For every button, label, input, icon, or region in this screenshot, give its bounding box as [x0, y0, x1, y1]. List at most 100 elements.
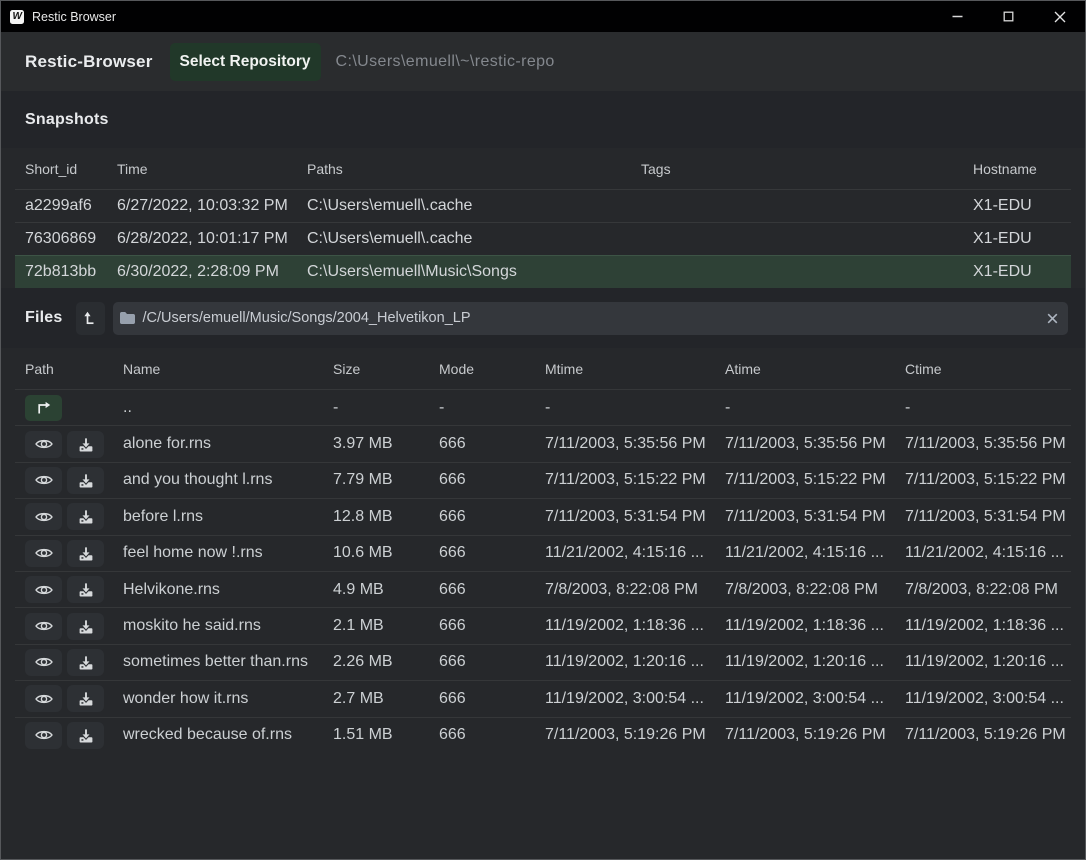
current-path-field[interactable]: /C/Users/emuell/Music/Songs/2004_Helveti…	[113, 301, 1068, 335]
file-mtime: 11/21/2002, 4:15:16 ...	[545, 544, 704, 562]
file-mtime: 7/11/2003, 5:31:54 PM	[545, 507, 706, 525]
column-header-hostname[interactable]: Hostname	[973, 160, 1037, 177]
file-name: wrecked because of.rns	[123, 726, 292, 744]
file-name: wonder how it.rns	[123, 689, 249, 707]
file-atime: 7/11/2003, 5:19:26 PM	[725, 726, 886, 744]
app-header: Restic-Browser Select Repository C:\User…	[1, 32, 1085, 91]
download-file-button[interactable]	[67, 612, 104, 640]
column-header-ctime[interactable]: Ctime	[905, 360, 942, 377]
download-file-button[interactable]	[67, 721, 104, 749]
wails-app-icon: W	[10, 9, 24, 24]
column-header-name[interactable]: Name	[123, 360, 161, 377]
snapshot-time: 6/27/2022, 10:03:32 PM	[117, 197, 288, 214]
preview-file-button[interactable]	[25, 466, 62, 494]
file-row[interactable]: before l.rns 12.8 MB 666 7/11/2003, 5:31…	[15, 498, 1071, 534]
eye-icon	[34, 476, 53, 485]
file-row[interactable]: Helvikone.rns 4.9 MB 666 7/8/2003, 8:22:…	[15, 570, 1071, 607]
preview-file-button[interactable]	[25, 721, 62, 749]
column-header-paths[interactable]: Paths	[307, 160, 343, 177]
file-atime: 7/11/2003, 5:31:54 PM	[725, 507, 886, 525]
download-icon	[79, 727, 92, 743]
file-row[interactable]: sometimes better than.rns 2.26 MB 666 11…	[15, 643, 1071, 680]
eye-icon	[34, 440, 53, 449]
close-button[interactable]	[1034, 1, 1085, 32]
snapshot-hostname: X1-EDU	[973, 197, 1032, 214]
download-file-button[interactable]	[67, 539, 104, 567]
column-header-short-id[interactable]: Short_id	[25, 160, 78, 177]
download-file-button[interactable]	[67, 466, 104, 494]
snapshot-row[interactable]: 76306869 6/28/2022, 10:01:17 PM C:\Users…	[15, 222, 1071, 255]
file-mtime: 7/11/2003, 5:35:56 PM	[545, 435, 706, 453]
file-atime: 11/21/2002, 4:15:16 ...	[725, 544, 884, 562]
file-mtime: -	[545, 398, 551, 416]
file-row[interactable]: wrecked because of.rns 1.51 MB 666 7/11/…	[15, 716, 1071, 753]
close-icon	[1054, 11, 1065, 22]
file-mode: 666	[439, 653, 466, 671]
go-to-root-button[interactable]	[76, 301, 106, 335]
file-row[interactable]: moskito he said.rns 2.1 MB 666 11/19/200…	[15, 607, 1071, 643]
clear-path-button[interactable]	[1047, 313, 1058, 324]
file-atime: 11/19/2002, 1:20:16 ...	[725, 653, 884, 671]
file-row[interactable]: and you thought l.rns 7.79 MB 666 7/11/2…	[15, 461, 1071, 498]
eye-icon	[34, 512, 53, 521]
minimize-button[interactable]	[932, 1, 983, 32]
snapshot-row[interactable]: 72b813bb 6/30/2022, 2:28:09 PM C:\Users\…	[15, 255, 1071, 288]
file-row[interactable]: feel home now !.rns 10.6 MB 666 11/21/20…	[15, 534, 1071, 571]
snapshots-table-header: Short_id Time Paths Tags Hostname	[15, 148, 1071, 189]
download-file-button[interactable]	[67, 648, 104, 676]
column-header-atime[interactable]: Atime	[725, 360, 761, 377]
maximize-button[interactable]	[983, 1, 1034, 32]
eye-icon	[34, 658, 53, 667]
file-name: moskito he said.rns	[123, 617, 261, 635]
download-icon	[79, 436, 92, 452]
file-mode: 666	[439, 435, 466, 453]
file-atime: 7/11/2003, 5:35:56 PM	[725, 435, 886, 453]
files-toolbar: Files /C/Users/emuell/Music/Songs/2004_H…	[1, 288, 1085, 348]
file-name: Helvikone.rns	[123, 580, 220, 598]
file-mode: 666	[439, 726, 466, 744]
file-mode: 666	[439, 617, 466, 635]
select-repository-button[interactable]: Select Repository	[169, 42, 321, 81]
window-controls	[932, 1, 1085, 32]
file-mode: 666	[439, 544, 466, 562]
column-header-time[interactable]: Time	[117, 160, 148, 177]
go-to-parent-button[interactable]	[25, 394, 62, 421]
snapshot-hostname: X1-EDU	[973, 263, 1032, 280]
preview-file-button[interactable]	[25, 612, 62, 640]
preview-file-button[interactable]	[25, 648, 62, 676]
download-file-button[interactable]	[67, 503, 104, 531]
current-path-value: /C/Users/emuell/Music/Songs/2004_Helveti…	[142, 310, 471, 326]
snapshots-heading: Snapshots	[25, 111, 109, 128]
download-icon	[79, 655, 92, 670]
snapshot-short-id: a2299af6	[25, 197, 92, 214]
file-atime: 11/19/2002, 1:18:36 ...	[725, 617, 884, 635]
file-row[interactable]: wonder how it.rns 2.7 MB 666 11/19/2002,…	[15, 680, 1071, 716]
column-header-mtime[interactable]: Mtime	[545, 360, 584, 377]
preview-file-button[interactable]	[25, 576, 62, 604]
app-title: Restic-Browser	[25, 51, 153, 71]
preview-file-button[interactable]	[25, 539, 62, 567]
column-header-size[interactable]: Size	[333, 360, 361, 377]
preview-file-button[interactable]	[25, 503, 62, 531]
column-header-tags[interactable]: Tags	[641, 160, 671, 177]
download-file-button[interactable]	[67, 685, 104, 713]
preview-file-button[interactable]	[25, 685, 62, 713]
preview-file-button[interactable]	[25, 430, 62, 458]
column-header-mode[interactable]: Mode	[439, 360, 475, 377]
download-file-button[interactable]	[67, 576, 104, 604]
column-header-path[interactable]: Path	[25, 360, 54, 377]
snapshot-paths: C:\Users\emuell\.cache	[307, 197, 473, 214]
download-file-button[interactable]	[67, 430, 104, 458]
snapshot-time: 6/30/2022, 2:28:09 PM	[117, 263, 279, 280]
file-ctime: 7/11/2003, 5:35:56 PM	[905, 435, 1066, 453]
close-small-icon	[1047, 313, 1058, 323]
file-ctime: 11/19/2002, 3:00:54 ...	[905, 689, 1064, 707]
snapshot-hostname: X1-EDU	[973, 230, 1032, 247]
file-mode: 666	[439, 580, 466, 598]
parent-directory-row[interactable]: .. - - - - -	[15, 389, 1071, 425]
snapshot-row[interactable]: a2299af6 6/27/2022, 10:03:32 PM C:\Users…	[15, 189, 1071, 222]
file-mtime: 11/19/2002, 1:18:36 ...	[545, 617, 704, 635]
file-row[interactable]: alone for.rns 3.97 MB 666 7/11/2003, 5:3…	[15, 425, 1071, 461]
minimize-icon	[952, 15, 963, 18]
